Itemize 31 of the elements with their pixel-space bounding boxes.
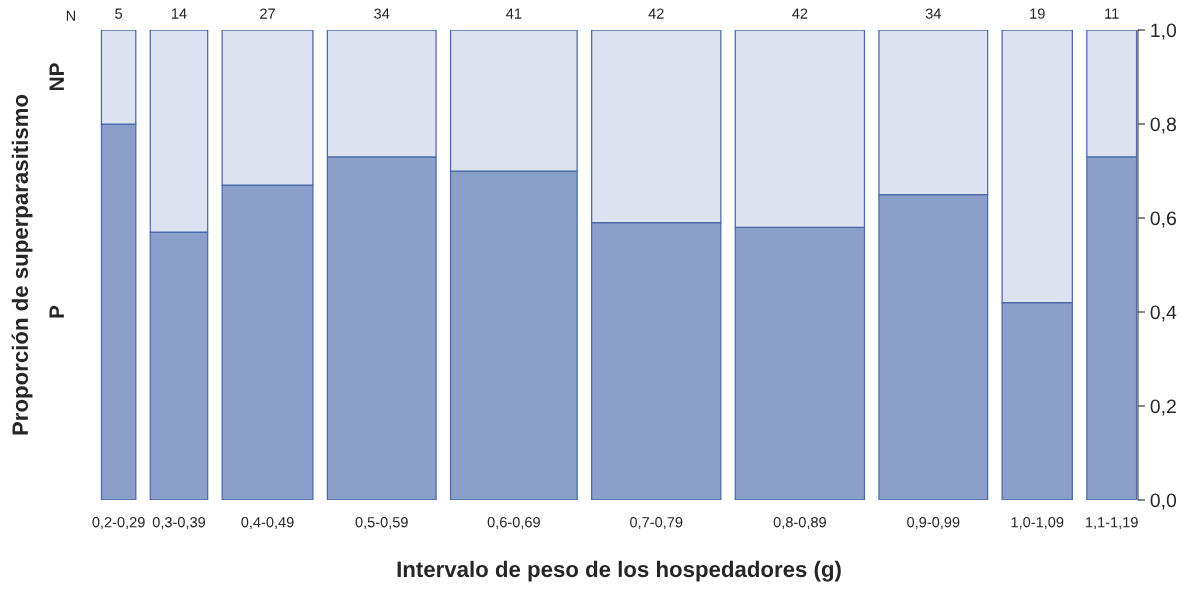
annotation: 34 <box>925 8 941 19</box>
annotation: 11 <box>1105 8 1119 19</box>
annotation: 41 <box>506 8 522 19</box>
x-tick-label: 0,7-0,79 <box>630 517 683 530</box>
x-tick-label: 0,2-0,29 <box>92 517 145 530</box>
y-axis-title: Proporción de superparasitismo <box>11 94 33 435</box>
annotation: 42 <box>648 8 664 19</box>
x-tick-label: 0,4-0,49 <box>241 517 294 530</box>
x-axis-title: Intervalo de peso de los hospedadores (g) <box>397 560 841 582</box>
y-tick-label: 0,8 <box>1150 117 1176 134</box>
x-tick-label: 0,6-0,69 <box>487 517 540 530</box>
annotation: 34 <box>374 8 390 19</box>
text: NP <box>49 63 64 91</box>
y-tick-label: 0,4 <box>1150 305 1177 322</box>
x-tick-label: 0,8-0,89 <box>773 517 826 530</box>
text: P <box>49 305 64 318</box>
y-tick-label: 0,6 <box>1150 211 1176 228</box>
annotation: 5 <box>115 8 123 19</box>
annotation: 19 <box>1030 8 1045 19</box>
y-tick-label: 0,0 <box>1150 493 1177 510</box>
annotation: 14 <box>171 8 187 19</box>
y-tick-label: 0,2 <box>1150 399 1176 416</box>
x-tick-label: 1,1-1,19 <box>1086 517 1138 530</box>
annotation: 27 <box>260 8 275 19</box>
annotation: 42 <box>792 8 808 19</box>
text: N <box>66 10 76 21</box>
x-tick-label: 0,9-0,99 <box>907 517 960 530</box>
x-tick-label: 0,3-0,39 <box>152 517 206 530</box>
x-tick-label: 0,5-0,59 <box>355 517 408 530</box>
x-tick-label: 1,0-1,09 <box>1011 517 1064 530</box>
y-tick-label: 1,0 <box>1151 23 1177 40</box>
